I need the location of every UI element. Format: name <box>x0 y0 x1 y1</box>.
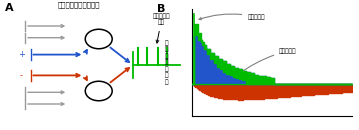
Text: B: B <box>157 4 165 14</box>
Text: 神
経
細
胞
の
応
答: 神 経 細 胞 の 応 答 <box>165 40 168 85</box>
Text: A: A <box>5 3 14 13</box>
Text: 合算された
応答: 合算された 応答 <box>153 13 170 25</box>
Text: 瞬間的応答: 瞬間的応答 <box>199 14 265 20</box>
Text: その他のシナプス入力: その他のシナプス入力 <box>58 1 100 8</box>
Text: +: + <box>18 50 25 59</box>
Text: -: - <box>20 71 23 80</box>
Text: 加算的演算: 加算的演算 <box>239 48 297 74</box>
